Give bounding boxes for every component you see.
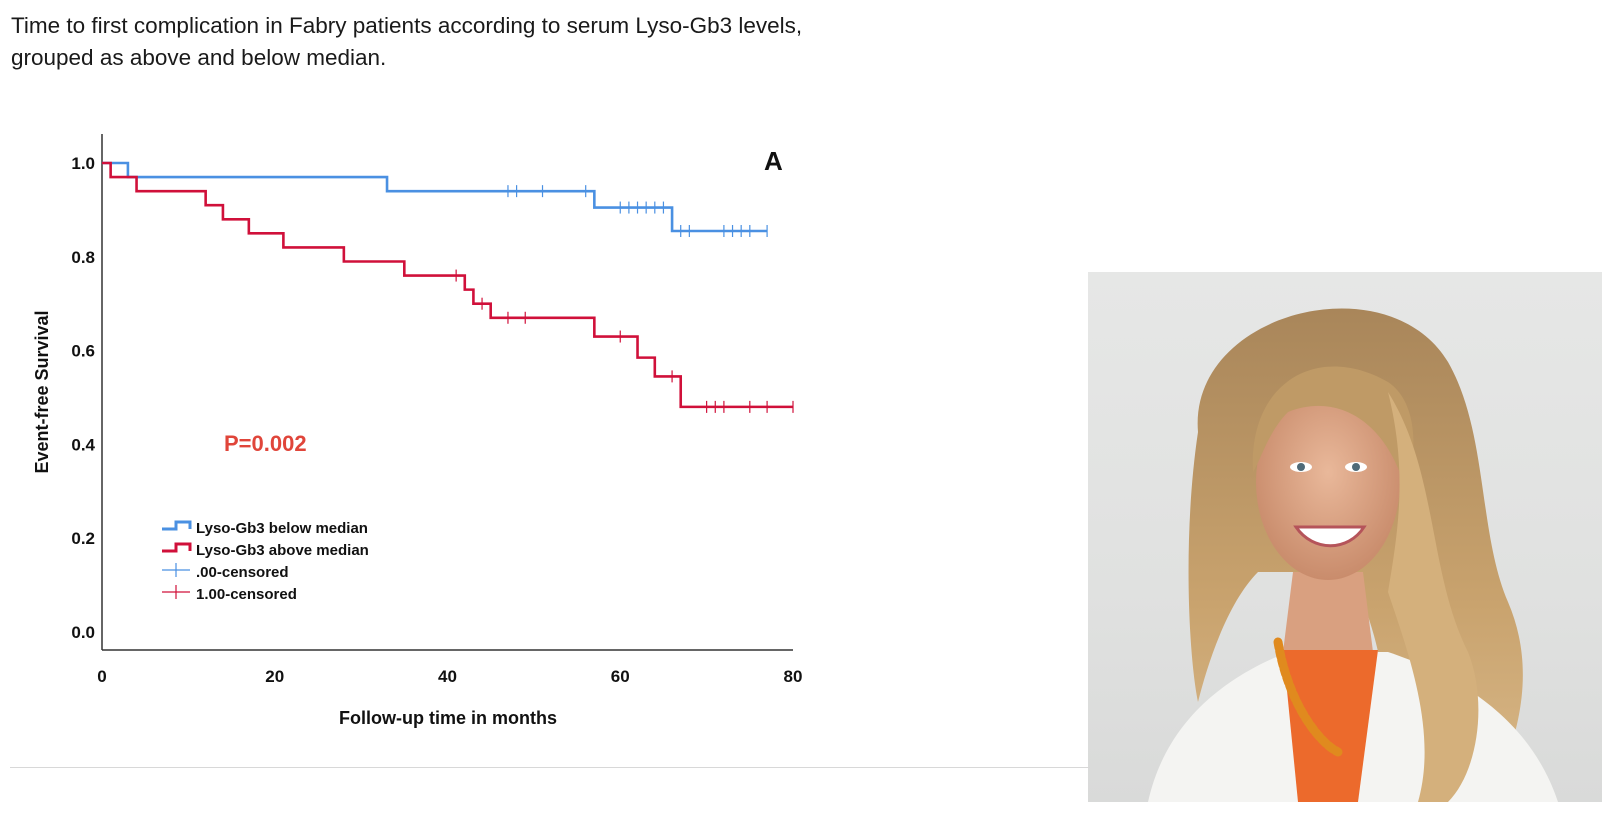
legend-label: Lyso-Gb3 above median xyxy=(196,542,369,559)
y-tick-label: 0.6 xyxy=(71,342,95,361)
orange-top xyxy=(1283,650,1378,802)
y-tick-label: 0.8 xyxy=(71,248,95,267)
survival-curve-above xyxy=(102,161,793,409)
legend-label: 1.00-censored xyxy=(196,586,297,603)
x-tick-label: 60 xyxy=(611,667,630,686)
legend: Lyso-Gb3 below median Lyso-Gb3 above medi… xyxy=(162,520,369,603)
p-value-annotation: P=0.002 xyxy=(224,431,307,456)
x-tick-label: 40 xyxy=(438,667,457,686)
divider-line xyxy=(10,767,1090,768)
x-tick-label: 20 xyxy=(265,667,284,686)
amber-necklace xyxy=(1273,637,1343,757)
portrait-illustration xyxy=(1148,308,1558,802)
legend-label: Lyso-Gb3 below median xyxy=(196,520,368,537)
y-axis-title: Event-free Survival xyxy=(32,310,52,473)
legend-swatch-line xyxy=(162,542,192,553)
panel-label: A xyxy=(764,146,783,176)
smile xyxy=(1293,525,1367,548)
axes: 0.0 0.2 0.4 0.6 0.8 1.0 0 20 40 60 80 xyxy=(71,134,802,686)
kaplan-meier-chart: 0.0 0.2 0.4 0.6 0.8 1.0 0 20 40 60 80 A P=0.002 Ly… xyxy=(32,134,802,728)
hair-side xyxy=(1388,392,1479,802)
y-tick-label: 0.0 xyxy=(71,623,95,642)
hair-front xyxy=(1252,366,1414,492)
legend-label: .00-censored xyxy=(196,564,289,581)
y-tick-label: 0.4 xyxy=(71,435,95,454)
survival-curve-below xyxy=(102,161,768,233)
neck xyxy=(1283,572,1373,652)
series-layer xyxy=(102,161,794,413)
y-tick-label: 0.2 xyxy=(71,529,95,548)
x-axis-title: Follow-up time in months xyxy=(339,708,557,728)
face xyxy=(1256,384,1400,580)
portrait-photo xyxy=(1088,272,1602,802)
legend-swatch-line xyxy=(162,520,192,531)
figure-caption: Time to first complication in Fabry pati… xyxy=(11,13,803,70)
x-tick-label: 80 xyxy=(784,667,803,686)
y-tick-label: 1.0 xyxy=(71,154,95,173)
x-tick-label: 0 xyxy=(97,667,106,686)
